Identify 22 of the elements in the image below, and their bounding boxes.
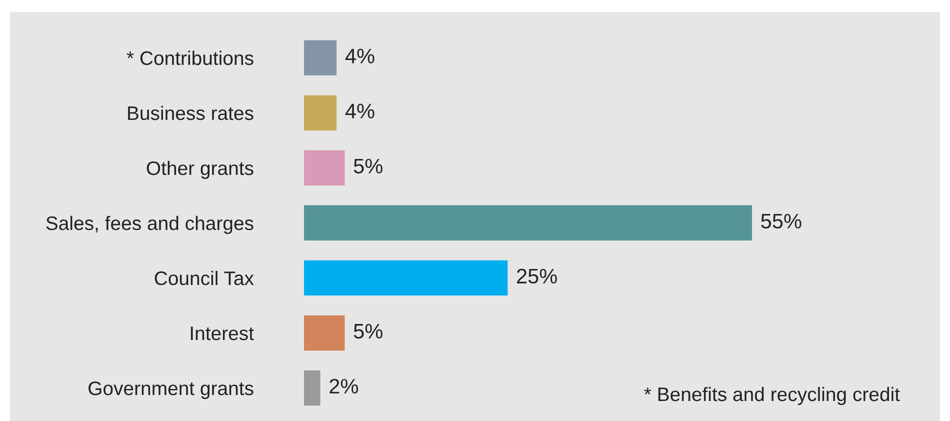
y-tick-label: Other grants: [146, 160, 254, 179]
bar: [304, 205, 752, 241]
bar: [304, 150, 345, 186]
data-label: 25%: [517, 268, 557, 284]
data-label: 2%: [330, 378, 358, 394]
data-label: 5%: [354, 158, 382, 174]
y-tick-label: Business rates: [128, 106, 254, 120]
bar: [304, 40, 337, 76]
y-tick-label: * Contributions: [126, 50, 254, 66]
data-label: 4%: [345, 48, 374, 64]
bar: [304, 95, 337, 130]
y-tick-label: Government grants: [88, 381, 254, 400]
data-label: 4%: [345, 104, 374, 118]
annotation: * Benefits and recycling credit: [644, 386, 900, 406]
y-tick-label: Council Tax: [154, 270, 254, 286]
bar: [304, 370, 320, 406]
bar: [304, 260, 508, 296]
y-tick-label: Interest: [190, 326, 254, 340]
y-tick-label: Sales, fees and charges: [46, 216, 254, 234]
data-label: 5%: [354, 324, 382, 339]
bar: [304, 315, 345, 351]
data-label: 55%: [761, 214, 802, 229]
